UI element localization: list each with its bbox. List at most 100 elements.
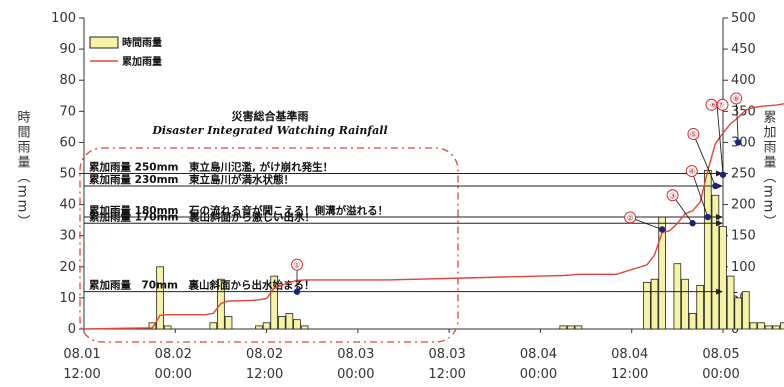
- dashed-region-box: [79, 147, 459, 343]
- x-tick-date: 08.03: [429, 347, 466, 362]
- left-tick-label: 30: [59, 229, 76, 244]
- marker-point: [719, 171, 727, 178]
- right-tick-label: 100: [731, 260, 756, 275]
- right-tick-label: 450: [731, 42, 756, 57]
- right-tick-label: 150: [731, 229, 756, 244]
- hourly-rain-bar: [673, 263, 682, 330]
- marker-badge-circle: [716, 98, 729, 111]
- marker-badge-circle: [730, 92, 743, 105]
- hourly-rain-bar: [696, 285, 705, 330]
- left-tick-label: 10: [59, 291, 76, 306]
- left-tick-label: 60: [59, 135, 76, 150]
- threshold-arrowhead: [716, 170, 723, 177]
- left-axis-title: 時間雨量（mm）: [15, 110, 31, 229]
- cumulative-rain-line: [83, 103, 784, 330]
- x-tick-date: 08.04: [611, 347, 648, 362]
- x-tick-date: 08.04: [520, 347, 557, 362]
- marker-badge-label: ⑤: [690, 130, 697, 139]
- hourly-rain-bar: [711, 194, 720, 330]
- hourly-rain-bar: [163, 325, 172, 330]
- threshold-label: 累加雨量 70mm 裏山斜面から出水始まる！: [89, 279, 315, 292]
- legend-bar-label: 時間雨量: [122, 36, 162, 49]
- right-tick-label: 200: [731, 198, 756, 213]
- x-tick-time: 00:00: [702, 367, 739, 382]
- left-tick-label: 70: [59, 104, 76, 119]
- threshold-arrowhead: [716, 220, 723, 227]
- left-tick-label: 20: [59, 260, 76, 275]
- marker-point: [704, 213, 711, 221]
- marker-badge-circle: [687, 127, 700, 140]
- hourly-rain-bar: [688, 313, 697, 330]
- marker-point: [658, 226, 666, 233]
- left-tick-label: 90: [59, 42, 76, 57]
- right-tick-label: 400: [731, 73, 756, 88]
- hourly-rain-bar: [224, 316, 233, 330]
- hourly-rain-bar: [255, 325, 263, 330]
- marker-leader-line: [691, 170, 709, 218]
- marker-badge-circle: [624, 211, 637, 224]
- left-tick-label: 0: [68, 322, 76, 337]
- marker-leader-line: [693, 133, 716, 187]
- marker-badge-label: ⑧: [733, 94, 740, 103]
- hourly-rain-bar: [650, 278, 659, 330]
- right-axis-title-text: 累加雨量（mm）: [761, 110, 777, 229]
- x-tick-time: 00:00: [337, 367, 374, 382]
- threshold-arrowhead: [716, 288, 723, 295]
- hourly-rain-bar: [277, 316, 286, 330]
- hourly-rain-bar: [757, 322, 765, 330]
- marker-point: [712, 182, 719, 190]
- threshold-arrowhead: [716, 214, 723, 221]
- x-tick-date: 08.03: [337, 347, 374, 362]
- right-tick-label: 0: [731, 322, 739, 337]
- threshold-label: 累加雨量 230mm 東立島川が満水状態！: [89, 173, 294, 186]
- hourly-rain-bar: [209, 322, 218, 330]
- hourly-rain-bar: [734, 297, 743, 330]
- marker-badge-label: ③: [669, 191, 676, 200]
- left-tick-label: 50: [59, 167, 76, 182]
- hourly-rain-bar: [726, 275, 735, 330]
- marker-point: [735, 139, 742, 146]
- hourly-rain-bar: [681, 278, 689, 330]
- x-tick-time: 00:00: [155, 367, 192, 382]
- hourly-rain-bar: [300, 325, 309, 330]
- chart-subtitle: Disaster Integrated Watching Rainfall: [151, 124, 387, 137]
- hourly-rain-bar: [780, 322, 784, 330]
- hourly-rain-bar: [148, 322, 157, 330]
- hourly-rain-bar: [772, 325, 781, 330]
- x-tick-date: 08.02: [246, 347, 283, 362]
- chart-title: 災害総合基準雨: [231, 109, 309, 123]
- marker-badge-label: ②: [627, 213, 634, 222]
- right-tick-label: 300: [731, 135, 756, 150]
- x-tick-time: 12:00: [428, 367, 465, 382]
- marker-leader-line: [735, 98, 739, 143]
- hourly-rain-bar: [749, 322, 758, 330]
- marker-point: [293, 288, 301, 295]
- x-tick-date: 08.02: [155, 347, 192, 362]
- hourly-rain-bar: [270, 275, 279, 330]
- threshold-label: 累加雨量 180mm 石の流れる音が聞こえる！側溝が溢れる！: [89, 204, 388, 217]
- x-tick-time: 00:00: [520, 367, 557, 382]
- x-tick-time: 12:00: [246, 367, 283, 382]
- hourly-rain-bar: [293, 319, 301, 330]
- hourly-rain-bar: [719, 225, 727, 330]
- legend: 時間雨量 累加雨量: [89, 36, 162, 68]
- marker-badge-circle: [685, 165, 698, 177]
- marker-badge-label: ⑥⑦: [710, 101, 724, 110]
- left-tick-label: 40: [59, 198, 76, 213]
- hourly-rain-bar: [741, 291, 750, 330]
- marker-leader-line: [716, 104, 724, 175]
- hourly-rain-bar: [574, 325, 583, 330]
- right-tick-label: 250: [731, 167, 756, 182]
- legend-bar-swatch: [89, 36, 119, 49]
- left-tick-label: 100: [51, 11, 76, 26]
- marker-badge-circle: [666, 189, 679, 202]
- marker-point: [689, 220, 696, 227]
- hourly-rain-bar: [156, 266, 164, 330]
- hourly-rain-bar: [703, 169, 712, 330]
- threshold-label: 累加雨量 170mm 裏山斜面から激しい出水！: [89, 210, 315, 223]
- hourly-rain-bar: [643, 281, 651, 330]
- x-tick-date: 08.01: [63, 347, 100, 362]
- left-axis-title-text: 時間雨量（mm）: [15, 110, 31, 229]
- left-tick-label: 80: [59, 73, 76, 88]
